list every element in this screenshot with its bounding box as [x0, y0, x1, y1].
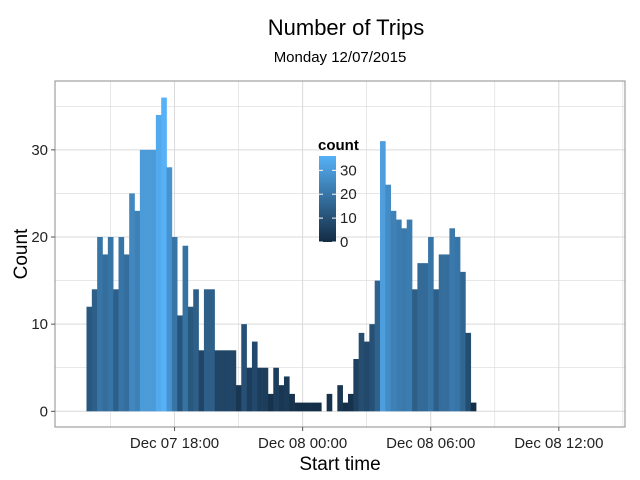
histogram-bar — [353, 359, 359, 412]
histogram-bar — [401, 228, 408, 412]
histogram-bar — [390, 210, 397, 412]
histogram-bar — [337, 385, 343, 412]
histogram-bar — [262, 367, 269, 412]
x-tick-label: Dec 08 12:00 — [514, 435, 603, 452]
histogram-bar — [428, 237, 434, 412]
histogram-bar — [278, 385, 285, 412]
histogram-bar — [102, 254, 109, 412]
histogram-bar — [155, 114, 162, 412]
histogram-bar — [209, 289, 215, 412]
panel-border — [54, 80, 626, 428]
x-axis-title: Start time — [299, 454, 380, 475]
chart-title: Number of Trips — [268, 15, 425, 40]
histogram-bar — [198, 350, 205, 412]
y-axis-title: Count — [11, 228, 32, 279]
histogram-bar — [273, 367, 279, 412]
x-tick-label: Dec 08 06:00 — [386, 435, 475, 452]
legend-tick-label: 0 — [340, 234, 348, 251]
histogram-bar — [289, 393, 295, 412]
legend-title: count — [318, 137, 359, 154]
histogram-bar — [214, 350, 221, 412]
histogram-bar — [348, 393, 354, 412]
histogram-bar — [417, 263, 424, 412]
histogram-bar — [246, 367, 253, 412]
histogram-bar — [150, 149, 157, 412]
chart-subtitle: Monday 12/07/2015 — [274, 49, 407, 66]
histogram-bar — [433, 289, 440, 412]
histogram-bar — [97, 237, 103, 412]
histogram-bar — [187, 306, 194, 412]
histogram-bar — [444, 254, 450, 412]
histogram-bar — [129, 193, 135, 412]
histogram-bar — [267, 393, 274, 412]
y-tick-label: 30 — [31, 142, 48, 159]
histogram-bar — [219, 350, 226, 412]
x-tick-label: Dec 07 18:00 — [130, 435, 219, 452]
histogram-bar — [454, 237, 461, 412]
y-axis-ticks: 0 10 20 30 — [31, 142, 55, 420]
histogram-bar — [438, 254, 445, 412]
histogram-bar — [241, 324, 247, 412]
histogram-bar — [166, 167, 173, 412]
histogram-bar — [91, 289, 98, 412]
x-axis-ticks: Dec 07 18:00 Dec 08 00:00 Dec 08 06:00 Dec … — [130, 427, 603, 452]
histogram-bar — [225, 350, 231, 412]
histogram-bar — [145, 149, 151, 412]
histogram-bar — [342, 402, 349, 412]
color-legend: count 0 10 20 30 — [318, 137, 359, 251]
histogram-bar — [86, 306, 93, 412]
histogram-bar — [374, 280, 381, 412]
histogram-bar — [182, 245, 189, 412]
legend-ticks: 0 10 20 30 — [319, 162, 357, 251]
histogram-bar — [107, 237, 114, 412]
histogram-bar — [123, 254, 130, 412]
histogram-bar — [251, 341, 258, 412]
histogram-bar — [396, 219, 402, 412]
x-tick-label: Dec 08 00:00 — [258, 435, 347, 452]
histogram-bar — [465, 332, 472, 412]
bars — [86, 97, 477, 412]
legend-tick-label: 20 — [340, 186, 357, 203]
plot-panel — [54, 80, 626, 428]
histogram-bar — [315, 402, 322, 412]
histogram-bar — [171, 237, 178, 412]
histogram-bar — [380, 141, 386, 412]
histogram-bar — [161, 97, 167, 412]
histogram-bar — [235, 385, 242, 412]
histogram-bar — [193, 289, 199, 412]
legend-color-bar — [319, 156, 336, 242]
y-tick-label: 10 — [31, 316, 48, 333]
histogram-bar — [460, 271, 466, 412]
histogram-bar — [113, 289, 119, 412]
histogram-bar — [305, 402, 311, 412]
histogram-bar — [449, 228, 456, 412]
histogram-bar — [369, 324, 375, 412]
histogram-bar — [364, 341, 370, 412]
histogram-bar — [294, 402, 301, 412]
histogram-bar — [385, 184, 392, 412]
histogram-bar — [412, 289, 418, 412]
legend-tick-label: 10 — [340, 210, 357, 227]
histogram-bar — [139, 149, 146, 412]
histogram-bar — [406, 219, 413, 412]
histogram-bar — [326, 393, 333, 412]
histogram-bar — [230, 350, 237, 412]
histogram-bar — [177, 315, 183, 412]
histogram-bar — [310, 402, 317, 412]
histogram-bar — [257, 367, 263, 412]
histogram-bar — [470, 402, 477, 412]
y-tick-label: 20 — [31, 229, 48, 246]
histogram-bar — [134, 210, 141, 412]
histogram-bar — [299, 402, 306, 412]
histogram-bar — [118, 237, 125, 412]
y-tick-label: 0 — [40, 403, 48, 420]
histogram-bar — [358, 332, 365, 412]
histogram-bar — [203, 289, 210, 412]
histogram-bar — [422, 263, 429, 412]
legend-tick-label: 30 — [340, 162, 357, 179]
histogram-bar — [283, 376, 290, 412]
